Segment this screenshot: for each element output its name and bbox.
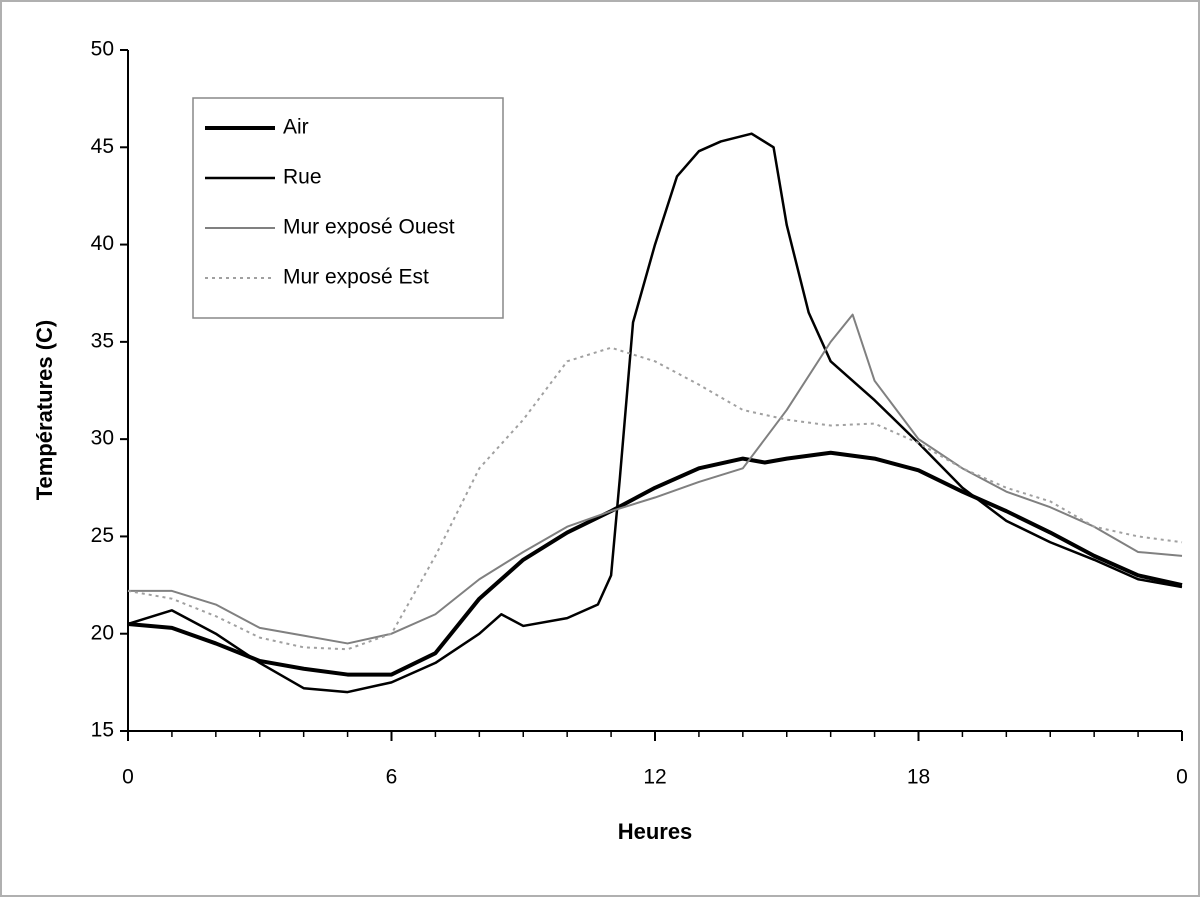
y-tick-label: 30 [91, 427, 114, 450]
legend-label: Air [283, 116, 309, 139]
legend-label: Rue [283, 166, 322, 189]
legend-label: Mur exposé Ouest [283, 216, 455, 239]
line-series [127, 450, 1183, 677]
legend-box [192, 97, 504, 319]
line-series [127, 132, 1183, 694]
y-tick-label: 25 [91, 524, 114, 547]
y-tick-label: 40 [91, 232, 114, 255]
line-series [127, 346, 1183, 651]
legend-label: Mur exposé Est [283, 266, 429, 289]
y-tick-label: 35 [91, 329, 114, 352]
line-series [128, 313, 1183, 645]
x-tick-label: 0 [122, 766, 134, 789]
y-tick-label: 15 [91, 719, 114, 742]
y-tick-label: 20 [91, 621, 114, 644]
y-axis-label: Températures (C) [32, 320, 57, 501]
y-tick-label: 45 [91, 135, 114, 158]
x-tick-label: 0 [1176, 766, 1188, 789]
x-axis-label: Heures [618, 819, 693, 844]
x-tick-label: 18 [907, 766, 930, 789]
x-tick-label: 12 [643, 766, 666, 789]
x-tick-label: 6 [386, 766, 398, 789]
y-tick-label: 50 [91, 38, 114, 61]
